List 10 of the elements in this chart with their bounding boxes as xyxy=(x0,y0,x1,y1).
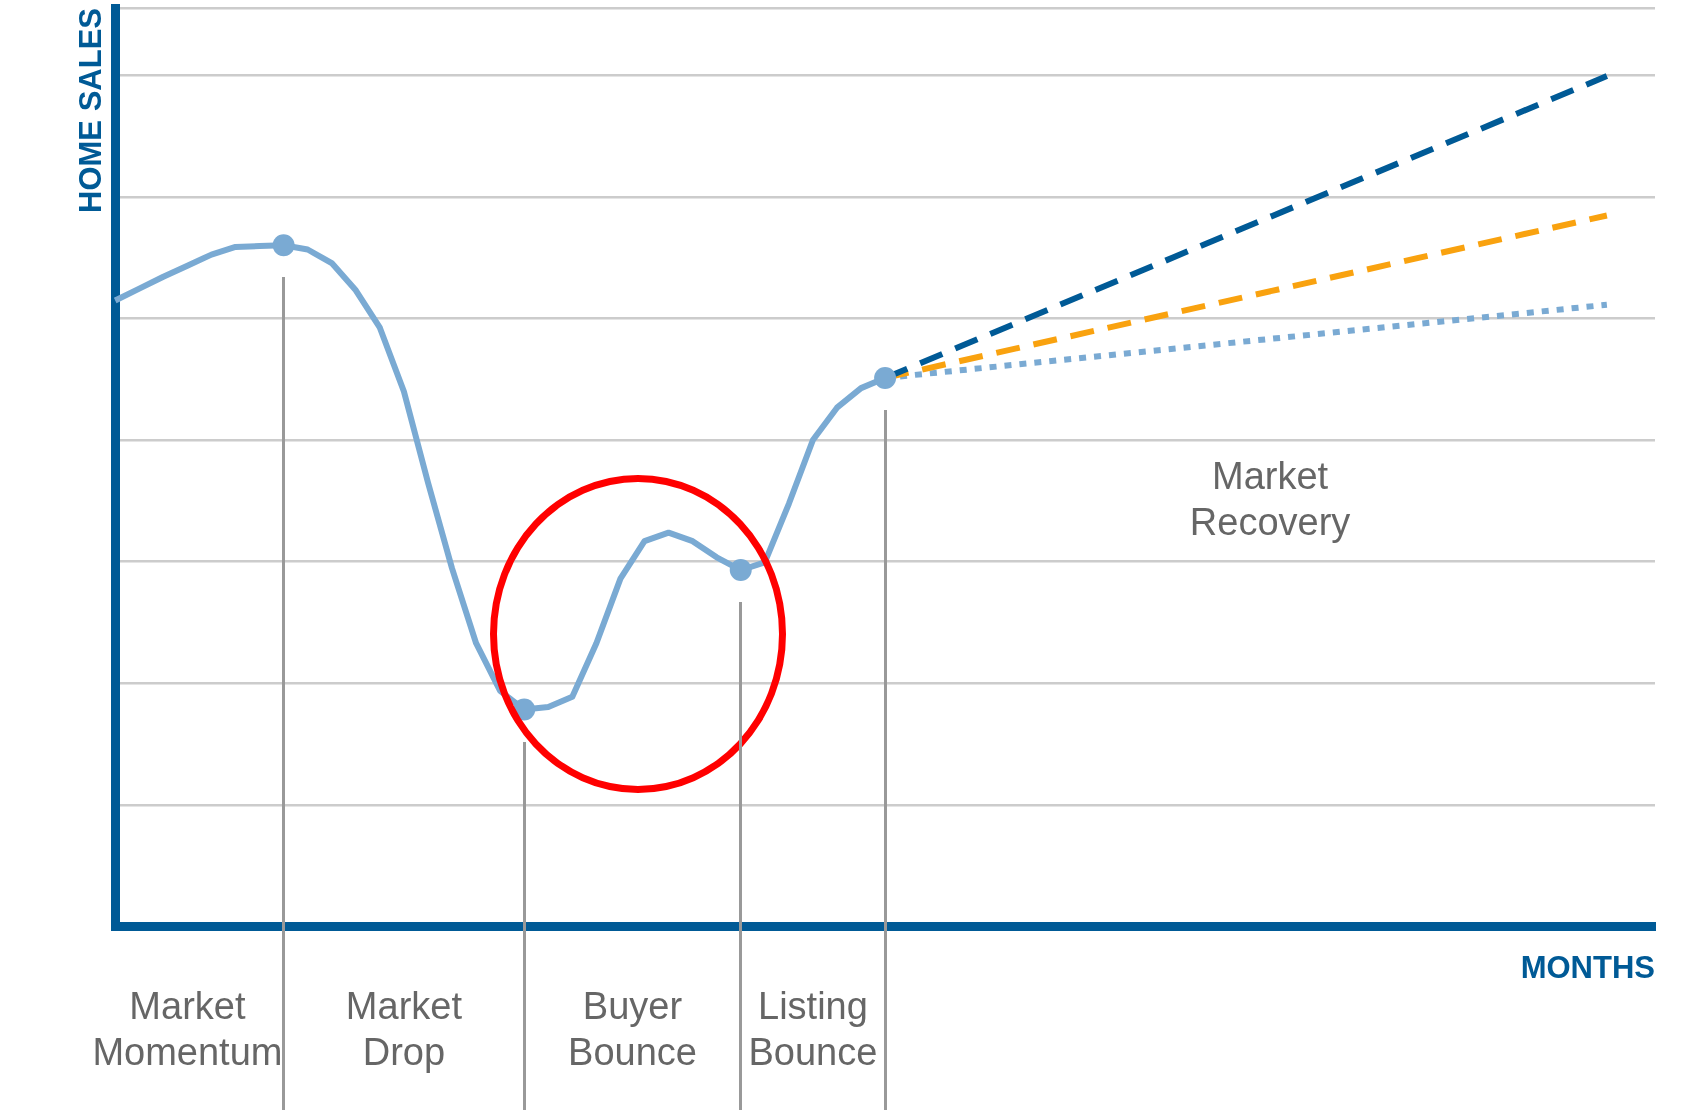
text: Buyer Bounce xyxy=(568,984,697,1073)
text: Market Drop xyxy=(345,984,463,1073)
point xyxy=(272,234,295,257)
annotation: Market Recovery xyxy=(1189,454,1351,543)
point xyxy=(874,366,897,389)
y-axis-title: HOME SALES xyxy=(73,8,109,213)
text: Market Momentum xyxy=(92,984,283,1073)
text: Listing Bounce xyxy=(748,984,878,1073)
point xyxy=(729,559,752,582)
x-axis-title: MONTHS xyxy=(1520,949,1655,985)
